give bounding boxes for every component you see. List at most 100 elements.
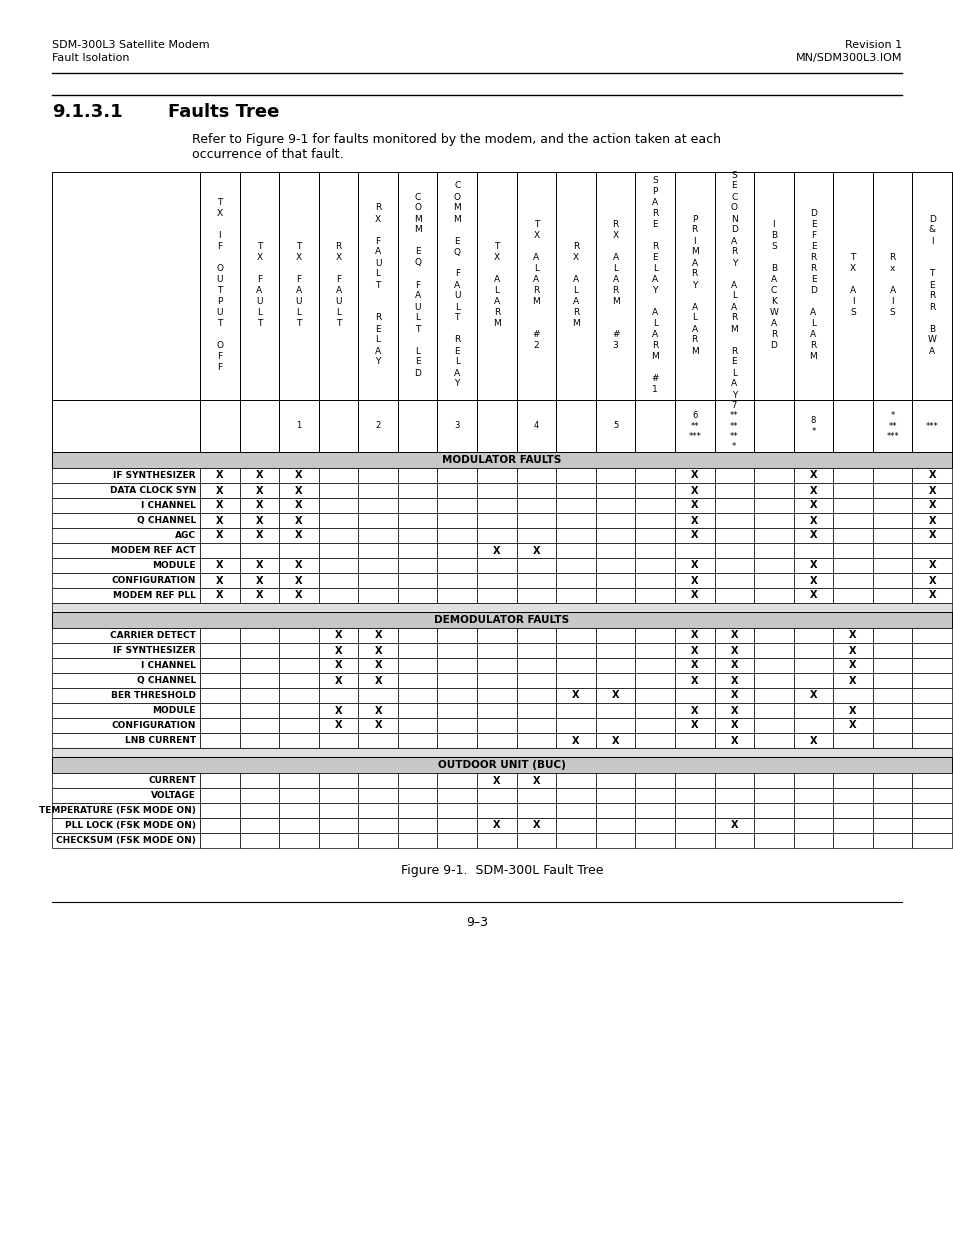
Bar bbox=[753, 818, 793, 832]
Bar bbox=[635, 468, 674, 483]
Text: X: X bbox=[848, 676, 856, 685]
Bar bbox=[596, 483, 635, 498]
Bar bbox=[635, 558, 674, 573]
Bar bbox=[674, 818, 714, 832]
Bar bbox=[397, 688, 437, 703]
Bar bbox=[200, 543, 239, 558]
Text: 2: 2 bbox=[533, 341, 538, 350]
Bar bbox=[832, 468, 872, 483]
Text: B: B bbox=[770, 231, 776, 240]
Text: CHECKSUM (FSK MODE ON): CHECKSUM (FSK MODE ON) bbox=[56, 836, 195, 845]
Bar bbox=[437, 543, 476, 558]
Bar bbox=[437, 588, 476, 603]
Bar bbox=[318, 172, 358, 400]
Bar bbox=[635, 773, 674, 788]
Bar bbox=[911, 573, 951, 588]
Text: R: R bbox=[335, 242, 341, 251]
Bar bbox=[753, 773, 793, 788]
Bar bbox=[753, 498, 793, 513]
Text: X: X bbox=[849, 264, 855, 273]
Text: A: A bbox=[691, 258, 697, 268]
Bar bbox=[911, 718, 951, 734]
Bar bbox=[437, 483, 476, 498]
Bar bbox=[476, 643, 517, 658]
Bar bbox=[239, 818, 279, 832]
Text: R: R bbox=[730, 314, 737, 322]
Bar bbox=[674, 673, 714, 688]
Bar bbox=[753, 172, 793, 400]
Text: X: X bbox=[848, 705, 856, 715]
Bar bbox=[635, 498, 674, 513]
Bar bbox=[832, 573, 872, 588]
Text: 6
**
***: 6 ** *** bbox=[688, 411, 700, 441]
Text: A: A bbox=[809, 330, 816, 338]
Bar bbox=[318, 688, 358, 703]
Text: X: X bbox=[927, 485, 935, 495]
Text: X: X bbox=[690, 590, 698, 600]
Text: A: A bbox=[415, 291, 420, 300]
Text: I CHANNEL: I CHANNEL bbox=[141, 501, 195, 510]
Text: F: F bbox=[256, 275, 262, 284]
Bar bbox=[793, 172, 832, 400]
Bar bbox=[200, 734, 239, 748]
Bar bbox=[52, 658, 200, 673]
Bar bbox=[793, 673, 832, 688]
Text: T: T bbox=[415, 325, 420, 333]
Bar bbox=[476, 803, 517, 818]
Text: P: P bbox=[652, 186, 658, 196]
Text: I: I bbox=[851, 296, 854, 306]
Bar bbox=[556, 558, 596, 573]
Bar bbox=[793, 788, 832, 803]
Bar bbox=[596, 498, 635, 513]
Text: Y: Y bbox=[375, 357, 380, 367]
Bar bbox=[714, 788, 753, 803]
Bar bbox=[476, 673, 517, 688]
Bar bbox=[318, 400, 358, 452]
Bar bbox=[911, 400, 951, 452]
Text: U: U bbox=[216, 275, 223, 284]
Bar bbox=[793, 658, 832, 673]
Bar bbox=[239, 573, 279, 588]
Text: A: A bbox=[731, 303, 737, 311]
Bar bbox=[596, 832, 635, 848]
Bar bbox=[397, 629, 437, 643]
Bar bbox=[239, 734, 279, 748]
Bar bbox=[437, 400, 476, 452]
Text: M: M bbox=[453, 215, 460, 224]
Bar bbox=[872, 513, 911, 529]
Text: CONFIGURATION: CONFIGURATION bbox=[112, 576, 195, 585]
Text: L: L bbox=[613, 264, 618, 273]
Bar bbox=[52, 629, 200, 643]
Bar bbox=[239, 529, 279, 543]
Bar bbox=[200, 688, 239, 703]
Bar bbox=[318, 573, 358, 588]
Text: X: X bbox=[494, 253, 499, 262]
Bar bbox=[279, 172, 318, 400]
Bar bbox=[476, 832, 517, 848]
Bar bbox=[279, 558, 318, 573]
Text: X: X bbox=[335, 631, 342, 641]
Text: M: M bbox=[414, 215, 421, 224]
Text: P: P bbox=[691, 215, 697, 224]
Bar bbox=[635, 658, 674, 673]
Text: D: D bbox=[730, 226, 737, 235]
Text: M: M bbox=[493, 319, 500, 329]
Bar bbox=[318, 773, 358, 788]
Bar bbox=[911, 498, 951, 513]
Text: X: X bbox=[215, 471, 223, 480]
Bar bbox=[832, 832, 872, 848]
Bar bbox=[52, 788, 200, 803]
Text: DATA CLOCK SYN: DATA CLOCK SYN bbox=[110, 487, 195, 495]
Bar bbox=[872, 658, 911, 673]
Bar bbox=[279, 573, 318, 588]
Text: Figure 9-1.  SDM-300L Fault Tree: Figure 9-1. SDM-300L Fault Tree bbox=[400, 864, 602, 877]
Bar bbox=[596, 573, 635, 588]
Bar bbox=[793, 558, 832, 573]
Bar bbox=[52, 529, 200, 543]
Text: R: R bbox=[770, 330, 776, 338]
Bar bbox=[437, 788, 476, 803]
Bar bbox=[556, 172, 596, 400]
Bar bbox=[318, 498, 358, 513]
Text: Y: Y bbox=[454, 379, 459, 389]
Text: X: X bbox=[533, 231, 538, 240]
